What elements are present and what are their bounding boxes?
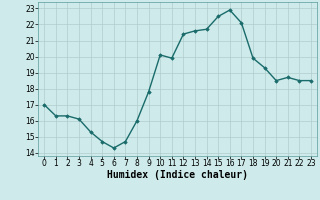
X-axis label: Humidex (Indice chaleur): Humidex (Indice chaleur) — [107, 170, 248, 180]
